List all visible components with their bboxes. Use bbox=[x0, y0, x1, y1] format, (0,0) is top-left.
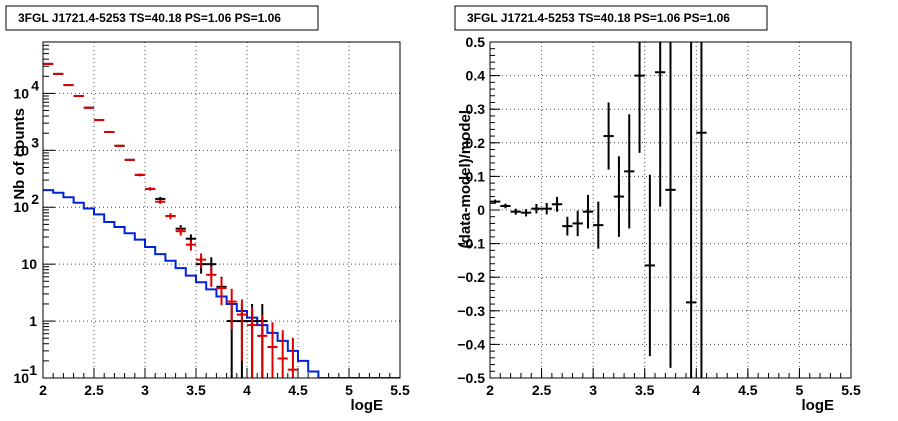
y-tick-label: 1 bbox=[29, 313, 37, 329]
x-tick-label: 2 bbox=[486, 382, 494, 398]
residual-point bbox=[572, 210, 583, 237]
x-tick-label: 4.5 bbox=[288, 382, 308, 398]
x-tick-label: 5 bbox=[796, 382, 804, 398]
residual-point bbox=[603, 102, 614, 170]
y-tick-label: −0.1 bbox=[457, 236, 485, 252]
y-tick-label: 10 bbox=[13, 85, 29, 101]
model-point bbox=[267, 322, 278, 378]
x-tick-label: 4 bbox=[692, 382, 700, 398]
y-tick-label: 0.1 bbox=[466, 168, 486, 184]
x-tick-label: 4 bbox=[243, 382, 251, 398]
residual-point bbox=[490, 199, 501, 204]
y-axis-title: Nb of counts bbox=[11, 108, 28, 200]
counts-plot-panel: 3FGL J1721.4-5253 TS=40.18 PS=1.06 PS=1.… bbox=[5, 5, 410, 414]
y-tick-exponent: 3 bbox=[31, 134, 39, 150]
model-point bbox=[257, 314, 268, 378]
x-tick-label: 5.5 bbox=[841, 382, 861, 398]
x-tick-label: 5 bbox=[345, 382, 353, 398]
y-axis-title: (data-model)/model bbox=[457, 110, 474, 248]
model-point bbox=[145, 187, 156, 191]
model-point bbox=[155, 199, 166, 205]
residual-point bbox=[634, 42, 645, 153]
residual-point bbox=[562, 216, 573, 236]
y-tick-label: 10 bbox=[13, 370, 29, 386]
plot-frame bbox=[42, 41, 401, 379]
x-tick-label: 3 bbox=[141, 382, 149, 398]
plot-area bbox=[490, 42, 707, 378]
y-tick-label: 10 bbox=[13, 142, 29, 158]
y-tick-label: −0.2 bbox=[457, 269, 485, 285]
model-point bbox=[185, 239, 196, 251]
plot-area bbox=[43, 62, 400, 378]
x-tick-label: 2 bbox=[39, 382, 47, 398]
model-point bbox=[94, 119, 105, 122]
y-tick-label: 10 bbox=[21, 256, 37, 272]
model-point bbox=[236, 299, 247, 361]
residual-point bbox=[696, 42, 707, 378]
model-point bbox=[165, 213, 176, 220]
residual-point bbox=[624, 114, 635, 229]
x-axis-title: logE bbox=[802, 397, 835, 414]
y-tick-label: 10 bbox=[13, 199, 29, 215]
x-tick-label: 4.5 bbox=[738, 382, 758, 398]
residual-point bbox=[665, 42, 676, 368]
y-tick-label: 0.3 bbox=[466, 101, 486, 117]
chart-title: 3FGL J1721.4-5253 TS=40.18 PS=1.06 PS=1.… bbox=[467, 11, 730, 25]
y-tick-exponent: −1 bbox=[21, 362, 37, 378]
y-tick-label: 0.2 bbox=[466, 135, 486, 151]
x-axis-title: logE bbox=[351, 397, 384, 414]
title-box bbox=[454, 5, 768, 31]
model-point bbox=[247, 307, 258, 378]
model-point bbox=[216, 278, 227, 306]
y-tick-exponent: 4 bbox=[31, 77, 39, 93]
residual-point bbox=[613, 156, 625, 237]
residual-point bbox=[593, 201, 604, 249]
y-tick-label: −0.4 bbox=[457, 336, 485, 352]
y-tick-label: −0.5 bbox=[457, 370, 485, 386]
model-point bbox=[226, 288, 237, 330]
model-point bbox=[73, 95, 84, 98]
model-point bbox=[175, 227, 186, 236]
residual-point bbox=[685, 42, 697, 378]
model-point bbox=[277, 330, 288, 378]
x-tick-label: 3.5 bbox=[635, 382, 655, 398]
x-tick-label: 3 bbox=[589, 382, 597, 398]
residual-point bbox=[655, 42, 666, 207]
model-point bbox=[104, 130, 115, 133]
residual-point bbox=[500, 203, 511, 209]
residual-point bbox=[582, 194, 594, 229]
residual-point bbox=[644, 174, 656, 357]
model-component-histogram bbox=[43, 189, 400, 378]
model-point bbox=[124, 158, 135, 161]
residual-point bbox=[520, 208, 532, 217]
y-tick-exponent: 2 bbox=[31, 191, 39, 207]
residual-point bbox=[551, 196, 563, 212]
residual-point bbox=[531, 203, 542, 214]
residual-point bbox=[541, 202, 552, 215]
model-point bbox=[206, 266, 217, 287]
plot-frame bbox=[489, 41, 852, 379]
x-tick-label: 2.5 bbox=[532, 382, 552, 398]
model-point bbox=[287, 337, 298, 378]
model-point bbox=[134, 173, 145, 177]
x-tick-label: 2.5 bbox=[84, 382, 104, 398]
x-tick-label: 3.5 bbox=[186, 382, 206, 398]
x-tick-label: 5.5 bbox=[390, 382, 410, 398]
y-tick-label: 0.4 bbox=[466, 68, 486, 84]
model-point bbox=[196, 253, 207, 269]
chart-title: 3FGL J1721.4-5253 TS=40.18 PS=1.06 PS=1.… bbox=[18, 11, 281, 25]
residual-point bbox=[510, 208, 521, 215]
model-point bbox=[114, 144, 125, 147]
model-point bbox=[83, 106, 94, 109]
y-tick-label: 0 bbox=[477, 202, 485, 218]
y-tick-label: −0.3 bbox=[457, 303, 485, 319]
residuals-plot-panel: 3FGL J1721.4-5253 TS=40.18 PS=1.06 PS=1.… bbox=[454, 5, 861, 414]
title-box bbox=[5, 5, 319, 31]
y-tick-label: 0.5 bbox=[466, 34, 486, 50]
